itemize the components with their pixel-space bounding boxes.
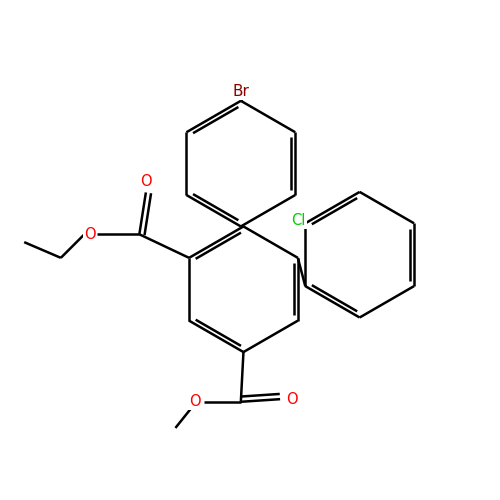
Text: O: O xyxy=(140,174,151,190)
Text: O: O xyxy=(286,392,298,406)
Text: Cl: Cl xyxy=(292,213,306,228)
Text: O: O xyxy=(84,227,96,242)
Text: Br: Br xyxy=(232,84,250,99)
Text: O: O xyxy=(189,394,201,409)
